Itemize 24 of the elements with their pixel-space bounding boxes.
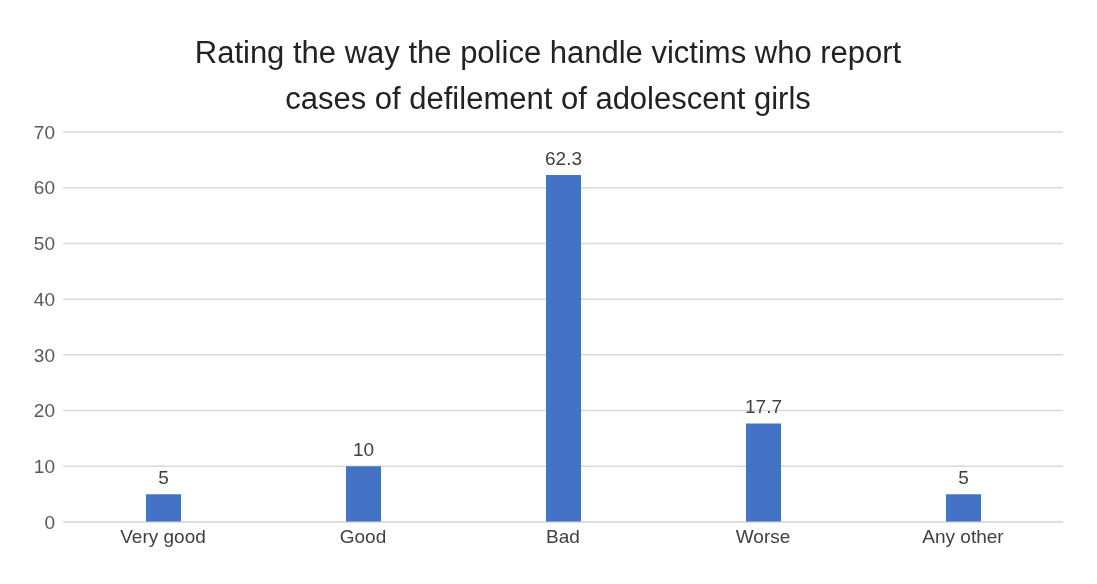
y-tick-label: 30 (33, 344, 55, 366)
bar (746, 423, 781, 522)
y-tick-label: 60 (33, 177, 55, 199)
x-tick-label: Any other (922, 526, 1005, 548)
x-tick-label: Worse (735, 526, 791, 548)
x-tick-label: Good (339, 526, 387, 548)
data-label: 62.3 (545, 147, 582, 169)
chart-title: Rating the way the police handle victims who report cases of defilement of adolescent girls (193, 34, 903, 118)
y-tick-label: 40 (33, 288, 55, 310)
data-label: 17.7 (745, 396, 782, 418)
data-label: 5 (958, 467, 969, 489)
bar (946, 494, 981, 522)
y-tick-label: 0 (44, 511, 55, 533)
bar (546, 174, 581, 522)
y-tick-label: 70 (33, 121, 55, 143)
data-label: 10 (352, 439, 375, 461)
x-tick-label: Bad (546, 526, 580, 548)
bar (146, 494, 181, 522)
bar (346, 466, 381, 522)
x-tick-label: Very good (120, 526, 206, 548)
y-tick-label: 10 (33, 456, 55, 478)
y-tick-label: 20 (33, 400, 55, 422)
y-tick-label: 50 (33, 233, 55, 255)
data-label: 5 (158, 467, 169, 489)
